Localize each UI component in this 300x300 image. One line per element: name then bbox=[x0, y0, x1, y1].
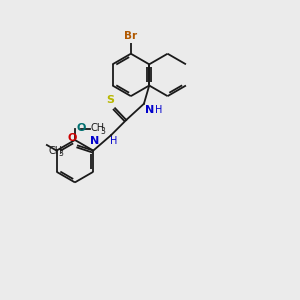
Text: H: H bbox=[110, 136, 118, 146]
Text: O: O bbox=[76, 123, 86, 133]
Text: Br: Br bbox=[124, 31, 137, 41]
Text: CH: CH bbox=[90, 123, 104, 133]
Text: H: H bbox=[155, 105, 162, 115]
Text: N: N bbox=[145, 105, 154, 115]
Text: CH: CH bbox=[48, 146, 62, 156]
Text: 3: 3 bbox=[100, 127, 105, 136]
Text: N: N bbox=[90, 136, 99, 146]
Text: O: O bbox=[67, 133, 76, 143]
Text: 3: 3 bbox=[58, 149, 64, 158]
Text: S: S bbox=[106, 95, 114, 105]
